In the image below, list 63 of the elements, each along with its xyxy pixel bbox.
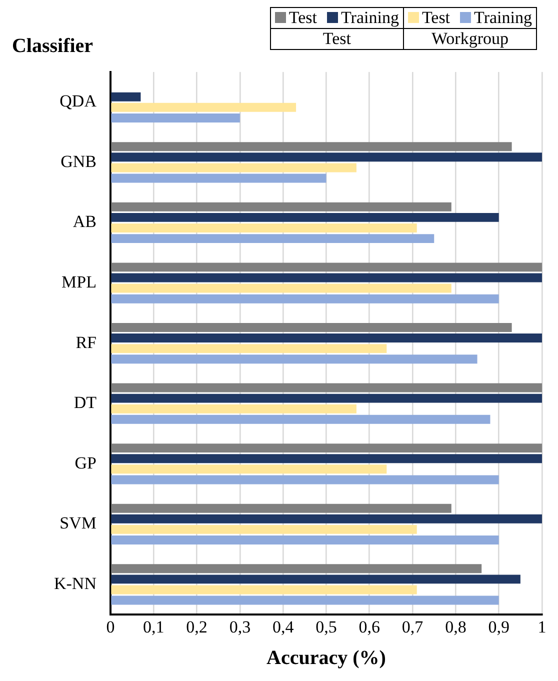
bar: [111, 475, 499, 484]
bar: [111, 92, 141, 102]
bar: [111, 262, 542, 272]
x-tick-label: 0: [106, 617, 115, 636]
y-axis-title: Classifier: [12, 35, 94, 57]
x-tick-label: 0,1: [143, 617, 164, 636]
legend-label: Training: [340, 8, 399, 27]
bar: [111, 224, 417, 232]
legend-label: Training: [473, 8, 532, 27]
bar: [111, 212, 499, 222]
bar: [111, 454, 542, 464]
bar: [111, 464, 387, 474]
bar: [111, 354, 478, 364]
x-tick-label: 0,9: [488, 617, 510, 636]
y-tick-label: DT: [74, 393, 98, 412]
bar: [111, 404, 356, 414]
bar: [111, 536, 499, 544]
legend-label: Test: [288, 8, 317, 27]
bar: [111, 504, 452, 513]
bar: [111, 383, 542, 392]
bar: [111, 113, 240, 122]
legend-label: Test: [420, 8, 450, 27]
x-axis-title: Accuracy (%): [266, 647, 386, 670]
bar: [111, 284, 452, 293]
y-tick-label: RF: [76, 332, 96, 352]
x-tick-label: 0,5: [316, 617, 337, 636]
bar: [111, 294, 499, 304]
bar: [111, 574, 520, 584]
bar: [111, 585, 417, 594]
bar: [111, 524, 417, 534]
bar: [111, 273, 542, 282]
bar: [111, 142, 512, 152]
text: Workgroup: [403, 28, 536, 50]
x-tick-label: 0,7: [402, 617, 424, 636]
bar: [111, 394, 542, 403]
bar: [111, 344, 387, 354]
bar: [111, 334, 542, 343]
x-tick-label: 0,8: [445, 617, 466, 636]
bar: [111, 322, 512, 332]
bar: [111, 102, 296, 112]
bar: [111, 202, 452, 212]
bar: [111, 414, 490, 424]
y-tick-label: GNB: [60, 152, 96, 171]
x-tick-label: 0,2: [186, 617, 208, 636]
y-tick-label: MPL: [62, 272, 96, 292]
bar: [111, 152, 542, 162]
x-tick-label: 1: [538, 617, 546, 636]
bar: [111, 234, 434, 244]
bar: [111, 444, 542, 453]
x-tick-label: 0,6: [358, 617, 380, 636]
bar: [111, 514, 542, 524]
bar: [111, 596, 499, 605]
bar: [111, 163, 356, 172]
bar: [111, 564, 482, 574]
text: Test: [270, 28, 404, 50]
x-tick-label: 0,3: [229, 617, 251, 636]
y-tick-label: GP: [74, 453, 96, 472]
y-tick-label: SVM: [60, 514, 96, 533]
x-tick-label: 0,4: [272, 617, 294, 636]
y-tick-label: AB: [72, 212, 96, 232]
bar: [111, 174, 326, 183]
y-tick-label: K-NN: [54, 574, 96, 593]
y-tick-label: QDA: [60, 92, 98, 111]
